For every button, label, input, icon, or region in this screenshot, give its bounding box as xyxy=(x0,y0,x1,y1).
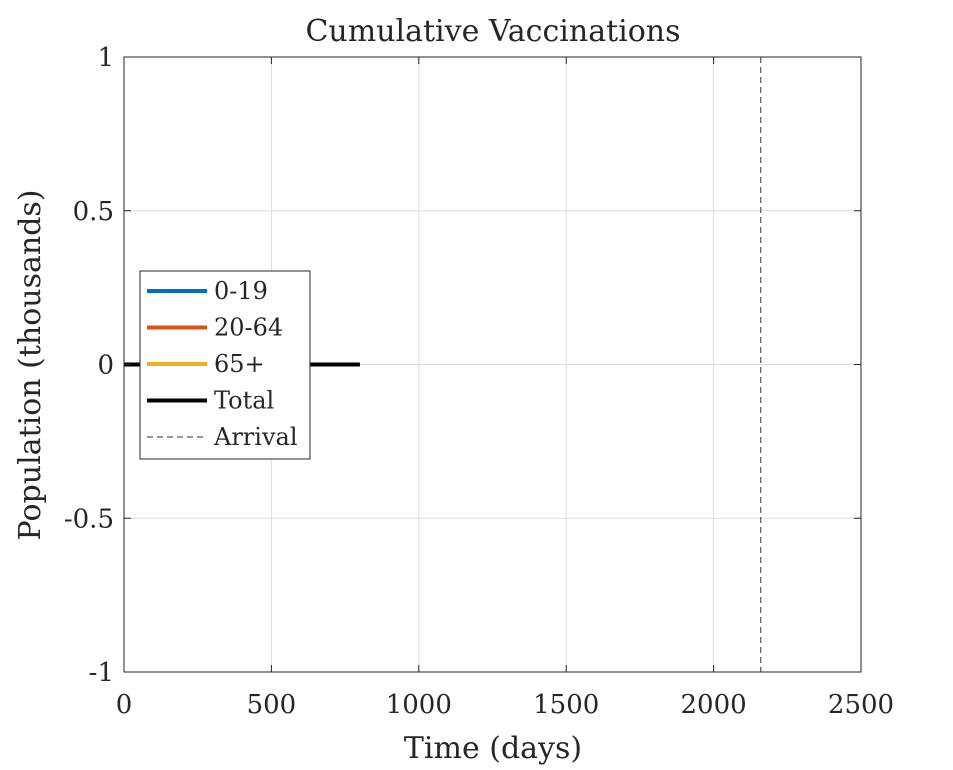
x-tick-label: 1500 xyxy=(533,690,599,720)
x-tick-label: 2500 xyxy=(828,690,894,720)
y-tick-label: 0.5 xyxy=(73,197,114,227)
legend: 0-19 20-64 65+ Total Arrival xyxy=(139,270,311,460)
legend-label: 20-64 xyxy=(214,314,283,342)
x-tick-label: 500 xyxy=(247,690,297,720)
x-tick-label: 0 xyxy=(116,690,133,720)
chart-title: Cumulative Vaccinations xyxy=(305,14,680,49)
legend-label: Total xyxy=(214,387,274,415)
x-tick-label: 1000 xyxy=(386,690,452,720)
y-tick-label: -1 xyxy=(89,658,114,688)
y-tick-label: 0 xyxy=(97,351,114,381)
x-axis-label: Time (days) xyxy=(404,731,582,766)
y-tick-label: -0.5 xyxy=(64,504,114,534)
y-tick-label: 1 xyxy=(97,43,114,73)
axis-ticks: 0 500 1000 1500 2000 2500 -1 -0.5 0 0.5 1 xyxy=(64,43,894,720)
legend-label: 65+ xyxy=(214,350,265,378)
legend-label: 0-19 xyxy=(214,277,268,305)
y-axis-label: Population (thousands) xyxy=(13,190,48,541)
x-tick-label: 2000 xyxy=(681,690,747,720)
legend-label: Arrival xyxy=(213,423,298,451)
